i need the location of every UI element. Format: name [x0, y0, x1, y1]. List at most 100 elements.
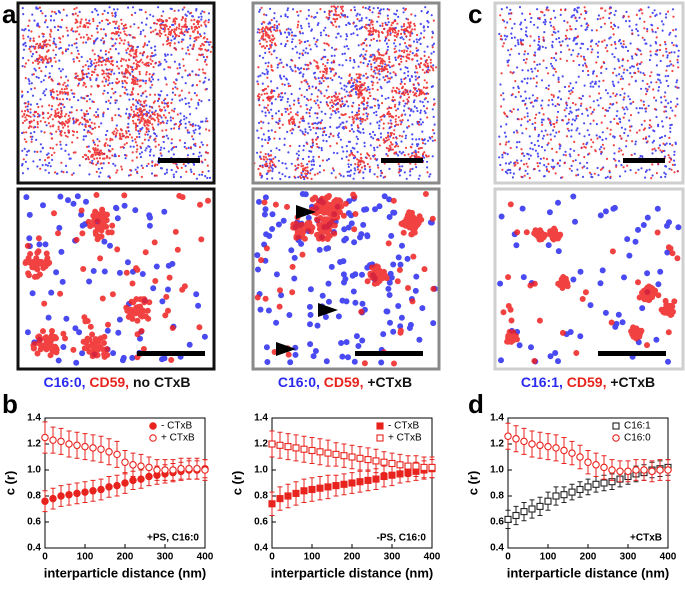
marker — [57, 492, 65, 500]
x-axis-label: interparticle distance (nm) — [271, 565, 434, 580]
y-tick-label: 1.2 — [490, 439, 504, 450]
marker — [372, 457, 380, 465]
panel-label: b — [2, 389, 18, 419]
scale-bar — [381, 158, 423, 163]
y-tick-label: 1.0 — [254, 465, 268, 476]
marker — [300, 487, 308, 495]
caption-part: C16:0, — [278, 374, 320, 390]
marker — [284, 443, 292, 451]
red-particles — [254, 191, 437, 367]
marker — [536, 502, 544, 510]
annotation: +PS, C16:0 — [147, 533, 199, 544]
marker — [504, 515, 512, 523]
x-tick-label: 200 — [344, 552, 361, 563]
marker — [568, 488, 576, 496]
marker — [105, 483, 113, 491]
caption-part: CD59, — [89, 374, 129, 390]
image-frame — [493, 187, 685, 371]
marker — [193, 464, 201, 473]
caption-part: CD59, — [567, 374, 607, 390]
x-axis-label: interparticle distance (nm) — [44, 565, 207, 580]
marker — [592, 480, 600, 488]
x-tick-label: 0 — [505, 552, 511, 563]
marker — [388, 459, 396, 468]
x-tick-label: 200 — [580, 552, 597, 563]
marker — [65, 490, 73, 499]
marker — [520, 508, 528, 516]
marker — [129, 461, 137, 469]
marker — [89, 487, 97, 495]
marker — [396, 461, 404, 469]
marker — [528, 440, 536, 448]
caption-part: no CTxB — [133, 374, 191, 390]
marker — [324, 449, 332, 457]
marker — [41, 497, 49, 505]
panel-label: c — [468, 0, 482, 29]
caption-part: C16:1, — [521, 374, 563, 390]
marker — [105, 448, 113, 456]
x-tick-label: 300 — [384, 552, 401, 563]
marker — [600, 463, 608, 472]
caption-part: C16:0, — [43, 374, 85, 390]
marker — [404, 462, 412, 470]
y-axis-label: c (r) — [229, 471, 244, 496]
y-tick-label: 0.8 — [254, 491, 268, 502]
marker — [268, 440, 276, 448]
legend-marker — [376, 434, 384, 442]
marker — [552, 492, 560, 500]
marker — [153, 466, 161, 474]
marker — [364, 476, 372, 484]
marker — [332, 450, 340, 458]
marker — [544, 442, 552, 451]
legend-marker — [149, 422, 157, 430]
marker — [648, 467, 656, 476]
arrowhead — [296, 205, 316, 219]
x-tick-label: 0 — [269, 552, 275, 563]
blue-particles — [254, 191, 438, 366]
marker — [664, 466, 672, 474]
marker — [348, 479, 356, 487]
marker — [332, 482, 340, 490]
x-tick-label: 400 — [197, 552, 214, 563]
legend-label: - CTxB — [161, 421, 192, 432]
marker — [177, 464, 185, 473]
marker — [340, 480, 348, 488]
red-particles — [253, 2, 438, 181]
marker — [616, 467, 624, 476]
marker — [161, 466, 169, 474]
marker — [300, 445, 308, 453]
marker — [316, 484, 324, 492]
marker — [73, 441, 81, 450]
y-tick-label: 1.4 — [27, 413, 41, 424]
blue-particles — [256, 5, 436, 181]
marker — [528, 505, 536, 513]
marker — [308, 446, 316, 455]
y-tick-label: 0.4 — [490, 543, 504, 554]
annotation: +CTxB — [630, 533, 662, 544]
caption-part: CD59, — [324, 374, 364, 390]
arrowhead — [276, 342, 296, 356]
y-tick-label: 0.6 — [490, 517, 504, 528]
marker — [512, 435, 520, 443]
marker — [129, 476, 137, 485]
marker — [656, 466, 664, 474]
marker — [81, 442, 89, 451]
marker — [49, 494, 57, 503]
legend-label: - CTxB — [388, 421, 419, 432]
marker — [412, 462, 420, 470]
marker — [420, 463, 428, 471]
arrowhead — [318, 303, 338, 317]
y-tick-label: 0.6 — [254, 517, 268, 528]
marker — [552, 444, 560, 452]
marker — [632, 466, 640, 474]
red-particles — [21, 6, 215, 179]
y-tick-label: 1.4 — [490, 413, 504, 424]
y-tick-label: 0.8 — [27, 491, 41, 502]
marker — [284, 492, 292, 500]
marker — [276, 495, 284, 503]
annotation: -PS, C16:0 — [377, 533, 427, 544]
marker — [428, 463, 436, 471]
marker — [276, 441, 284, 449]
scale-bar — [137, 351, 205, 356]
